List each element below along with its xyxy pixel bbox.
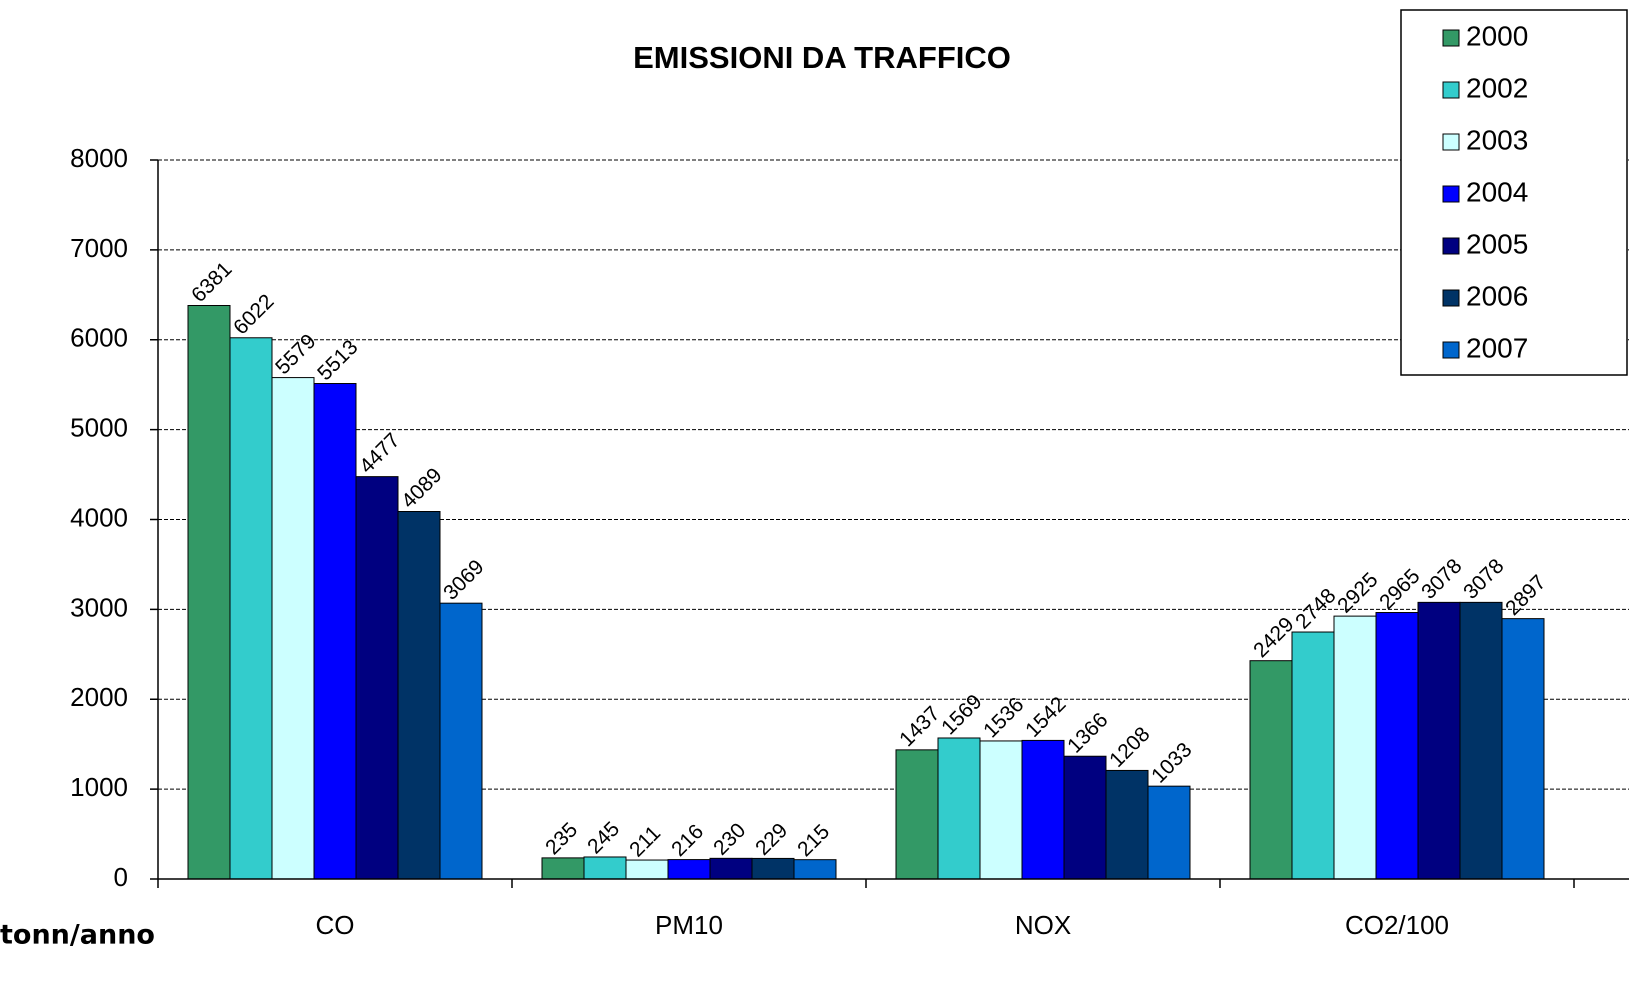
y-tick-label: 0 [114, 862, 128, 892]
legend-swatch [1442, 81, 1460, 99]
bar [1063, 755, 1107, 880]
y-tick-label: 5000 [70, 413, 128, 443]
y-tick-label: 4000 [70, 502, 128, 532]
chart-title: EMISSIONI DA TRAFFICO [633, 40, 1011, 75]
legend-label: 2002 [1466, 72, 1528, 103]
bar [667, 859, 711, 880]
x-tick-label: CO [316, 910, 355, 940]
bar [625, 859, 669, 880]
y-tick-label: 8000 [70, 143, 128, 173]
bar [979, 740, 1023, 880]
bar [1459, 601, 1503, 880]
bar [937, 737, 981, 880]
bar [1333, 615, 1377, 880]
bar [1105, 769, 1149, 880]
x-tick-label: NOX [1015, 910, 1071, 940]
bar [1147, 785, 1191, 880]
bar [1375, 612, 1419, 880]
bar [709, 857, 753, 880]
legend-box [1400, 9, 1628, 376]
x-tick-label: CO2/100 [1345, 910, 1449, 940]
bar [355, 476, 399, 880]
legend-swatch [1442, 133, 1460, 151]
bar [793, 859, 837, 880]
bar [1501, 618, 1545, 880]
y-tick-label: 3000 [70, 592, 128, 622]
bar [271, 377, 315, 880]
bar [1417, 601, 1461, 880]
bar [583, 856, 627, 880]
legend-swatch [1442, 29, 1460, 47]
bar [397, 511, 441, 880]
bar [439, 602, 483, 880]
bar [313, 383, 357, 880]
bar [229, 337, 273, 880]
legend-label: 2007 [1466, 332, 1528, 363]
bar [895, 749, 939, 880]
legend-label: 2006 [1466, 280, 1528, 311]
legend-label: 2004 [1466, 176, 1528, 207]
legend-swatch [1442, 237, 1460, 255]
legend-swatch [1442, 341, 1460, 359]
legend-label: 2000 [1466, 20, 1528, 51]
bar [751, 857, 795, 880]
legend-label: 2005 [1466, 228, 1528, 259]
y-axis-label: tonn/anno [0, 920, 155, 951]
y-tick-label: 2000 [70, 682, 128, 712]
bar [541, 857, 585, 880]
bar [187, 305, 231, 880]
bar [1021, 739, 1065, 880]
bar [1291, 631, 1335, 880]
legend-swatch [1442, 185, 1460, 203]
legend-swatch [1442, 289, 1460, 307]
y-tick-label: 6000 [70, 323, 128, 353]
y-tick-label: 1000 [70, 772, 128, 802]
y-tick-label: 7000 [70, 233, 128, 263]
bar [1249, 660, 1293, 880]
x-tick-label: PM10 [655, 910, 723, 940]
legend-label: 2003 [1466, 124, 1528, 155]
